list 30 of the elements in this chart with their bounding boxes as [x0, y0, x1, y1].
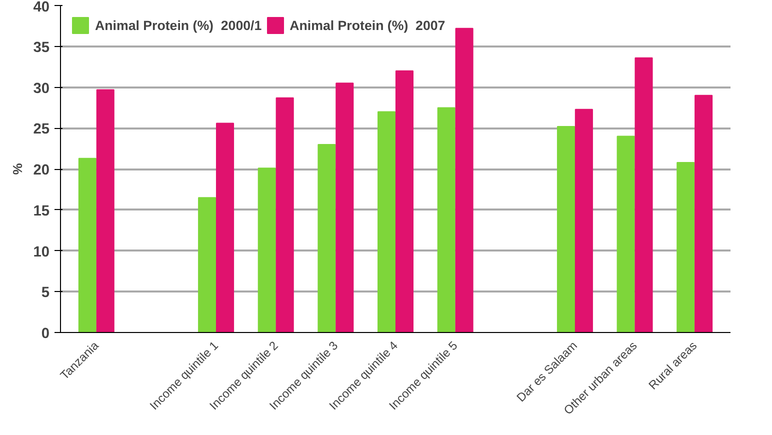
y-tick-label: 25 — [33, 122, 50, 138]
legend-label: Animal Protein (%) 2000/1 — [95, 18, 262, 32]
y-tick-label: 10 — [33, 244, 50, 260]
bar — [336, 82, 354, 332]
bar — [634, 57, 653, 332]
y-tick-label: 35 — [33, 40, 50, 56]
bar — [616, 136, 635, 332]
y-tick-label: 30 — [33, 80, 50, 97]
bar — [455, 28, 474, 332]
y-tick-label: 40 — [33, 0, 50, 16]
bar — [694, 94, 713, 332]
bar — [574, 108, 593, 332]
bar — [78, 158, 96, 332]
y-tick-label: 0 — [41, 326, 50, 342]
bar — [395, 70, 414, 332]
bar — [437, 107, 456, 332]
bar — [258, 168, 276, 332]
bar — [276, 97, 294, 332]
bar — [318, 144, 336, 332]
y-tick-label: 20 — [33, 162, 50, 178]
bar — [556, 126, 576, 332]
legend-label: Animal Protein (%) 2007 — [290, 18, 446, 32]
bar — [96, 89, 114, 332]
y-axis-title: % — [10, 162, 26, 175]
y-tick-label: 15 — [33, 203, 50, 220]
bar — [198, 197, 216, 332]
bar — [216, 122, 234, 332]
bar — [676, 162, 695, 332]
y-tick-label: 5 — [41, 285, 50, 302]
bar — [378, 111, 396, 332]
